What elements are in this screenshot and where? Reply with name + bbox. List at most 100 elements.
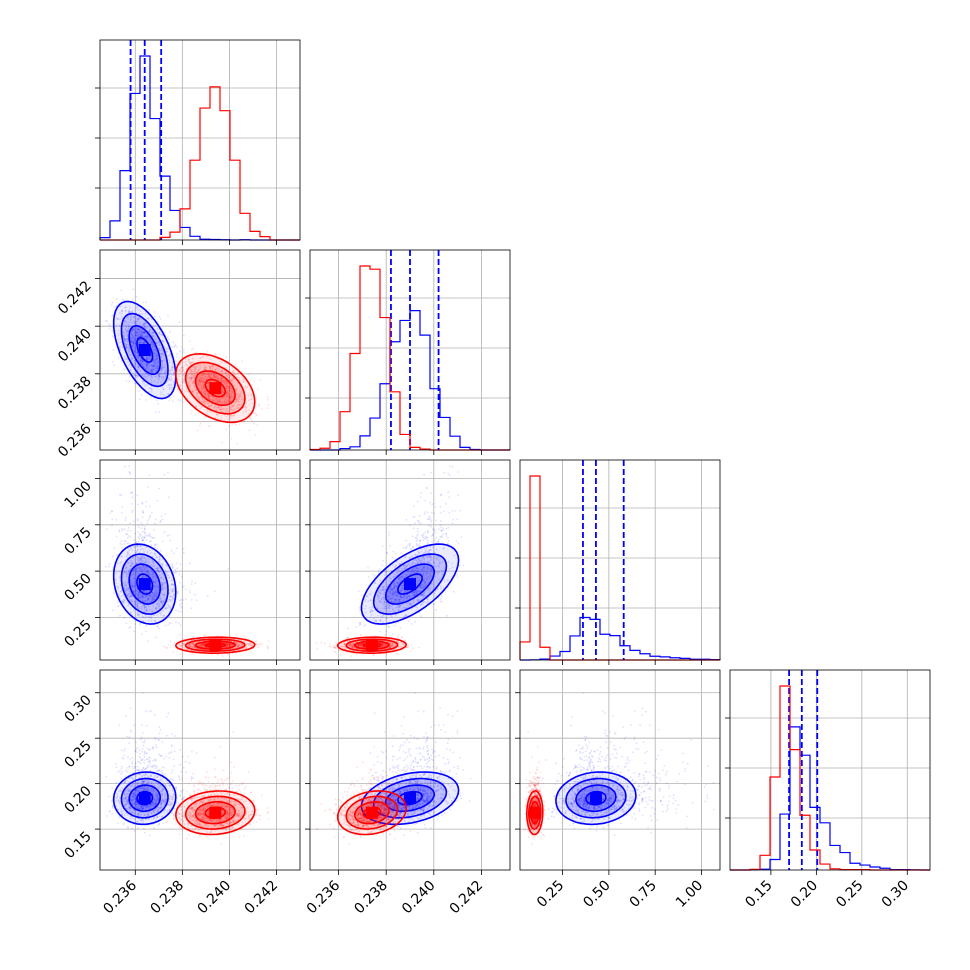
sample-point (195, 391, 198, 394)
sample-point (146, 596, 149, 599)
sample-point (145, 335, 148, 338)
sample-point (220, 370, 223, 373)
sample-point (137, 318, 140, 321)
sample-point (135, 589, 137, 592)
sample-point (207, 371, 210, 374)
sample-point (154, 579, 157, 582)
sample-point (176, 370, 179, 373)
sample-point (148, 561, 150, 563)
sample-point (151, 598, 154, 601)
sample-point (159, 611, 162, 614)
sample-point (137, 366, 140, 369)
sample-point (111, 329, 113, 332)
sample-point (225, 401, 228, 403)
sample-point (115, 536, 118, 538)
sample-point (190, 362, 193, 364)
sample-point (156, 328, 159, 330)
sample-point (233, 371, 236, 374)
sample-point (143, 556, 146, 559)
sample-point (228, 390, 231, 393)
sample-point (158, 487, 160, 490)
sample-point (218, 377, 221, 380)
sample-point (239, 395, 242, 398)
sample-point (223, 400, 226, 403)
sample-point (133, 345, 136, 348)
sample-point (138, 333, 141, 336)
sample-point (160, 356, 163, 359)
sample-point (141, 331, 144, 334)
sample-point (151, 335, 154, 338)
sample-point (209, 374, 212, 377)
sample-point (170, 383, 173, 386)
sample-point (138, 594, 141, 597)
sample-point (201, 386, 204, 388)
sample-point (203, 398, 206, 401)
sample-point (154, 355, 157, 358)
sample-point (134, 321, 137, 323)
sample-point (156, 358, 159, 360)
sample-point (148, 619, 150, 622)
sample-point (215, 414, 218, 417)
sample-point (231, 396, 234, 398)
sample-point (179, 384, 182, 387)
sample-point (139, 548, 142, 551)
sample-point (227, 401, 230, 403)
sample-point (148, 338, 151, 341)
sample-point (202, 380, 204, 383)
sample-point (142, 335, 144, 338)
sample-point (214, 376, 217, 378)
sample-point (141, 373, 144, 376)
sample-point (153, 352, 156, 354)
sample-point (228, 385, 231, 388)
sample-point (235, 398, 238, 401)
sample-point (137, 556, 140, 559)
sample-point (132, 348, 135, 350)
sample-point (205, 368, 207, 370)
sample-point (216, 377, 219, 380)
sample-point (255, 414, 258, 416)
sample-point (122, 336, 125, 339)
sample-point (202, 386, 205, 389)
sample-point (136, 602, 139, 605)
sample-point (139, 596, 142, 599)
sample-point (171, 588, 174, 590)
sample-point (138, 551, 141, 554)
sample-point (118, 530, 121, 533)
sample-point (168, 386, 171, 389)
sample-point (135, 541, 138, 543)
sample-point (169, 606, 172, 608)
sample-point (143, 366, 145, 369)
sample-point (137, 366, 140, 368)
sample-point (214, 353, 216, 356)
sample-point (151, 368, 154, 371)
sample-point (138, 312, 141, 315)
sample-point (211, 367, 214, 370)
sample-point (131, 587, 134, 589)
sample-point (204, 415, 207, 418)
sample-point (142, 576, 144, 579)
sample-point (164, 377, 167, 380)
sample-point (134, 590, 137, 592)
sample-point (155, 370, 157, 372)
sample-point (117, 334, 120, 337)
sample-point (139, 335, 142, 338)
sample-point (153, 368, 155, 371)
sample-point (172, 597, 175, 600)
sample-point (138, 329, 141, 332)
sample-point (144, 575, 147, 578)
panel-diag-1 (305, 249, 511, 455)
sample-point (157, 377, 160, 380)
sample-point (143, 559, 145, 562)
sample-point (152, 565, 155, 567)
sample-point (128, 595, 131, 598)
sample-point (232, 391, 234, 394)
sample-point (150, 369, 153, 372)
sample-point (254, 434, 257, 436)
sample-point (227, 393, 230, 396)
density-peak-blue (138, 344, 151, 356)
sample-point (160, 364, 163, 367)
sample-point (258, 405, 260, 407)
sample-point (227, 392, 230, 395)
contour-red (175, 352, 256, 424)
sample-point (220, 391, 223, 394)
